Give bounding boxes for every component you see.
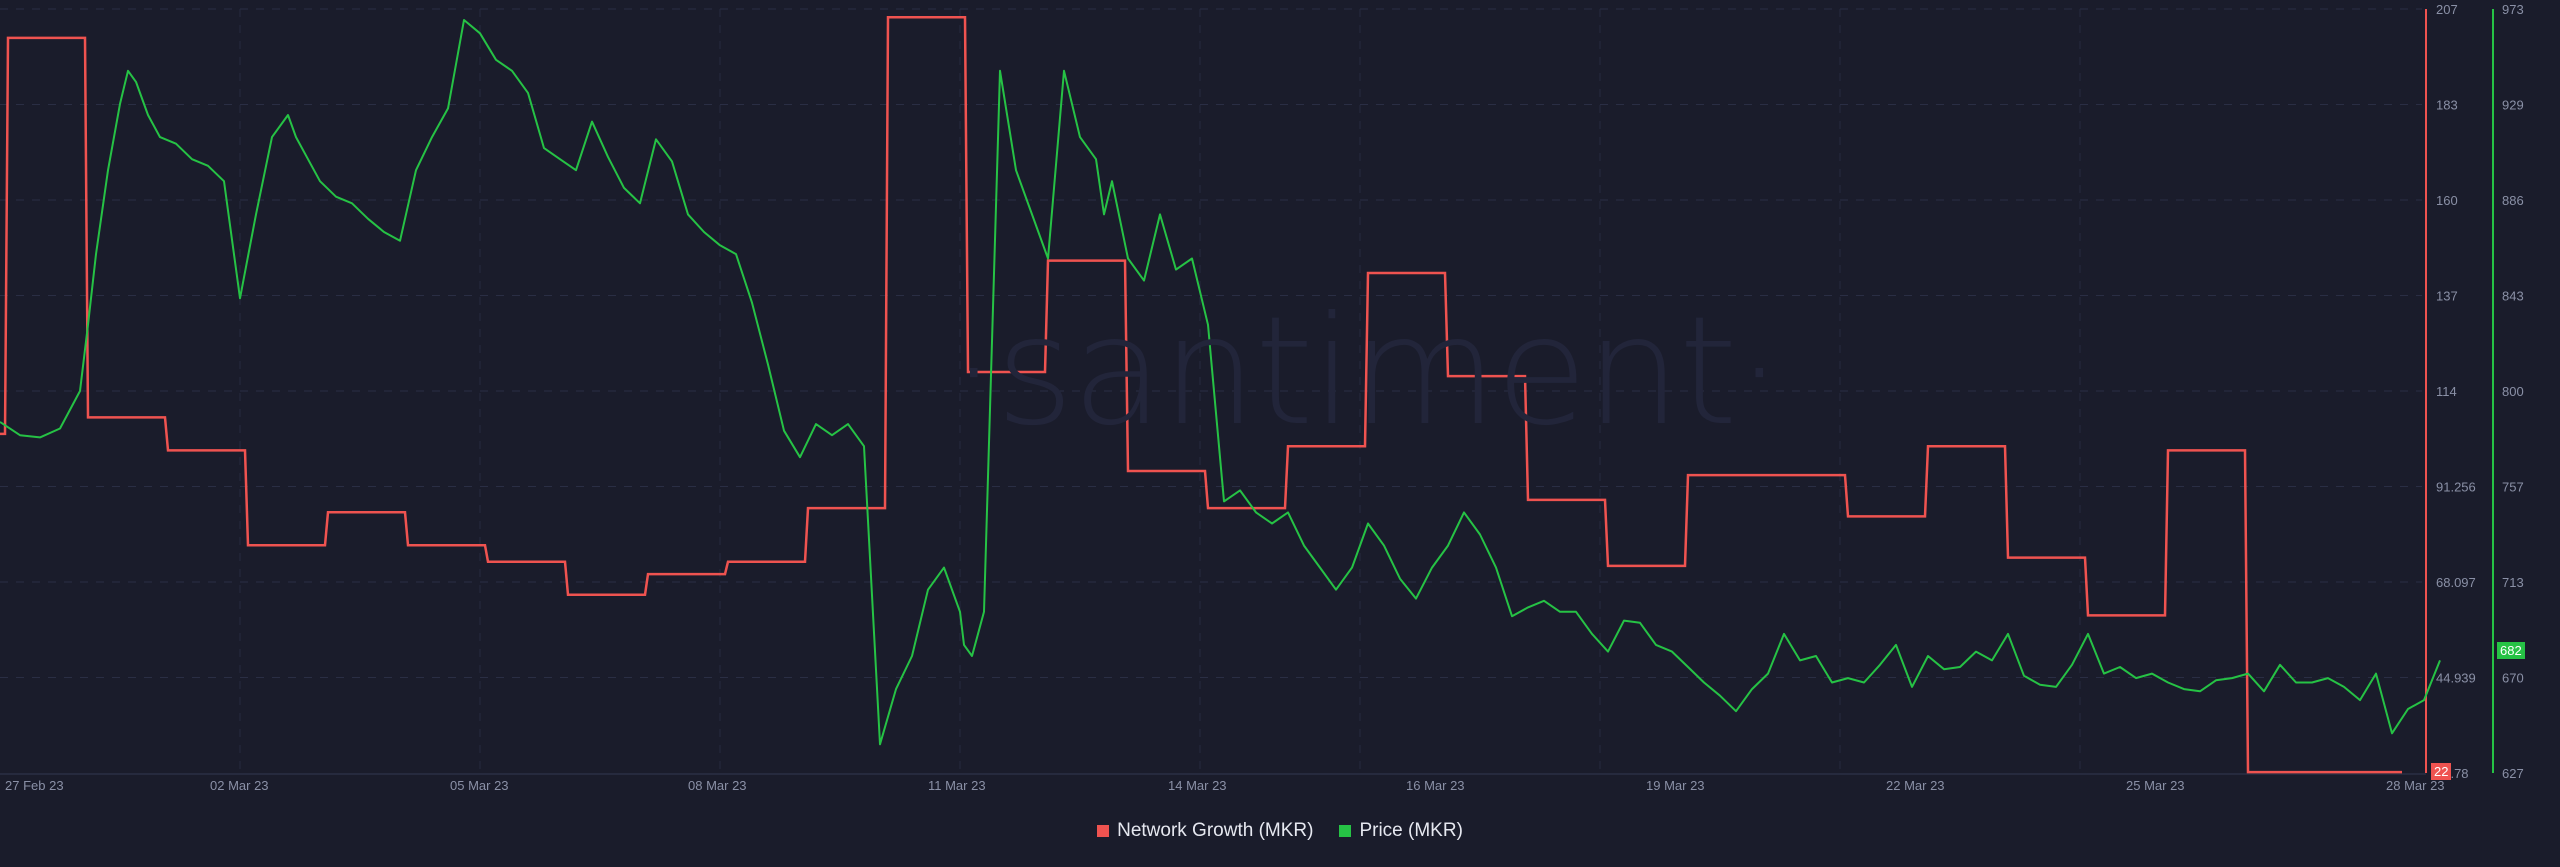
chart-legend: Network Growth (MKR) Price (MKR) [0,820,2560,842]
x-axis-tick: 14 Mar 23 [1168,778,1227,793]
price-axis-tick: 886 [2502,193,2524,208]
price-swatch-icon [1339,825,1352,837]
network-growth-axis-tick: 91.256 [2436,480,2476,495]
price-axis-tick: 713 [2502,575,2524,590]
price-axis-tick: 973 [2502,2,2524,17]
x-axis-tick: 02 Mar 23 [210,778,269,793]
legend-item-network-growth[interactable]: Network Growth (MKR) [1097,820,1313,842]
price-axis-tick: 670 [2502,671,2524,686]
network-growth-axis-tick: 183 [2436,98,2458,113]
price-axis-tick: 929 [2502,98,2524,113]
santiment-watermark: ·santiment· [950,285,1783,459]
x-axis-tick: 19 Mar 23 [1646,778,1705,793]
legend-item-price[interactable]: Price (MKR) [1339,820,1463,842]
x-axis-tick: 16 Mar 23 [1406,778,1465,793]
network-growth-axis-tick: 207 [2436,2,2458,17]
network-growth-axis-tick: 44.939 [2436,671,2476,686]
network-growth-axis-tick: 68.097 [2436,575,2476,590]
network-growth-axis-tick: 160 [2436,193,2458,208]
network-growth-line [0,15,2402,774]
legend-label-network-growth: Network Growth (MKR) [1117,820,1314,841]
network-growth-last-value-badge: 22 [2431,763,2452,780]
price-axis-tick: 843 [2502,289,2524,304]
legend-label-price: Price (MKR) [1359,820,1463,841]
x-axis-tick: 08 Mar 23 [688,778,747,793]
x-axis-tick: 22 Mar 23 [1886,778,1945,793]
x-axis-tick: 27 Feb 23 [5,778,64,793]
price-last-value-badge: 682 [2497,642,2525,659]
x-axis-tick: 05 Mar 23 [450,778,509,793]
x-axis-tick: 11 Mar 23 [928,778,986,793]
x-axis-tick: 25 Mar 23 [2126,778,2185,793]
price-line [0,19,2441,746]
network-growth-axis-tick: 137 [2436,289,2458,304]
x-axis-tick: 28 Mar 23 [2386,778,2445,793]
network-growth-axis-tick: 114 [2436,384,2457,399]
price-axis-tick: 627 [2502,766,2524,781]
network-growth-swatch-icon [1097,825,1110,837]
price-axis-tick: 800 [2502,384,2524,399]
price-axis-tick: 757 [2502,480,2524,495]
